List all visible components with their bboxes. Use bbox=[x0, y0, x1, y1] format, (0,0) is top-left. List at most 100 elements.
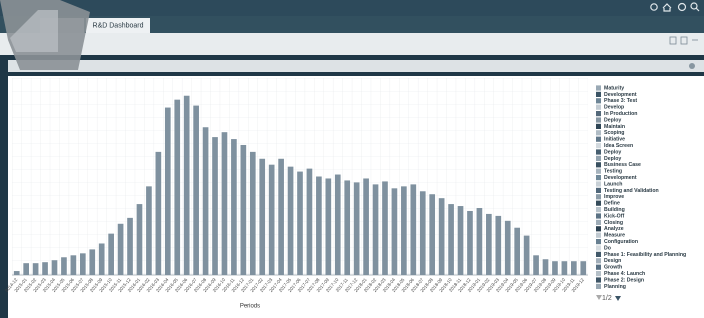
legend-swatch bbox=[596, 233, 601, 238]
bar bbox=[467, 211, 473, 275]
legend-label[interactable]: Building bbox=[604, 207, 625, 213]
bar bbox=[71, 255, 77, 275]
bar bbox=[165, 108, 171, 275]
legend-label[interactable]: Launch bbox=[604, 181, 622, 187]
bar bbox=[222, 132, 228, 275]
bar bbox=[203, 127, 209, 275]
bar bbox=[127, 218, 133, 275]
legend-swatch bbox=[596, 245, 601, 250]
legend-label[interactable]: Phase 1: Feasibility and Planning bbox=[604, 252, 686, 258]
legend-label[interactable]: Analyze bbox=[604, 226, 624, 232]
bar bbox=[269, 165, 275, 275]
bar bbox=[278, 159, 284, 275]
legend-label[interactable]: Deploy bbox=[604, 149, 621, 155]
legend-label[interactable]: Configuration bbox=[604, 239, 638, 245]
bar bbox=[316, 177, 322, 276]
bar bbox=[354, 182, 360, 275]
legend-swatch bbox=[596, 284, 601, 289]
bar bbox=[448, 204, 454, 275]
legend-label[interactable]: Maintain bbox=[604, 124, 625, 130]
legend-label[interactable]: Deploy bbox=[604, 156, 621, 162]
legend-swatch bbox=[596, 92, 601, 97]
close-icon[interactable] bbox=[689, 63, 695, 69]
legend-swatch bbox=[596, 220, 601, 225]
legend-swatch bbox=[596, 156, 601, 161]
legend-swatch bbox=[596, 258, 601, 263]
legend-label[interactable]: Testing bbox=[604, 169, 622, 175]
legend-label[interactable]: Growth bbox=[604, 265, 622, 271]
bar bbox=[505, 221, 511, 275]
legend-label[interactable]: Development bbox=[604, 175, 637, 181]
bar bbox=[146, 186, 152, 275]
bar bbox=[477, 208, 483, 275]
filter-bar bbox=[8, 60, 704, 72]
legend-label[interactable]: Testing and Validation bbox=[604, 188, 659, 194]
bar bbox=[108, 234, 114, 275]
legend-label[interactable]: In Production bbox=[604, 111, 637, 117]
legend-swatch bbox=[596, 130, 601, 135]
legend-swatch bbox=[596, 149, 601, 154]
tab-label[interactable]: R&D Dashboard bbox=[93, 22, 144, 29]
legend-swatch bbox=[596, 169, 601, 174]
bar bbox=[580, 261, 586, 275]
bar bbox=[33, 263, 39, 275]
legend-swatch bbox=[596, 117, 601, 122]
legend-label[interactable]: Business Case bbox=[604, 162, 641, 168]
legend-swatch bbox=[596, 226, 601, 231]
bar bbox=[325, 178, 331, 275]
legend-label[interactable]: Do bbox=[604, 245, 611, 251]
bar bbox=[335, 175, 341, 275]
legend-label[interactable]: Deploy bbox=[604, 117, 621, 123]
legend-label[interactable]: Measure bbox=[604, 233, 625, 239]
legend-label[interactable]: Develop bbox=[604, 105, 624, 111]
legend-swatch bbox=[596, 175, 601, 180]
bar bbox=[344, 180, 350, 275]
legend-label[interactable]: Idea Screen bbox=[604, 143, 633, 149]
legend-swatch bbox=[596, 105, 601, 110]
bar bbox=[156, 152, 162, 275]
screen: R&D Dashboard Periods 2014-122015-012015… bbox=[0, 0, 704, 318]
legend-label[interactable]: Define bbox=[604, 201, 620, 207]
legend-label[interactable]: Phase 2: Design bbox=[604, 277, 644, 283]
bar bbox=[533, 255, 539, 275]
bar bbox=[373, 184, 379, 275]
bar bbox=[420, 191, 426, 275]
legend-label[interactable]: Phase 4: Launch bbox=[604, 271, 645, 277]
legend-swatch bbox=[596, 239, 601, 244]
legend-label[interactable]: Planning bbox=[604, 284, 626, 290]
legend-label[interactable]: Closing bbox=[604, 220, 623, 226]
bar bbox=[193, 106, 199, 275]
legend-label[interactable]: Initiative bbox=[604, 137, 625, 143]
bar bbox=[241, 145, 247, 275]
legend-label[interactable]: Improve bbox=[604, 194, 624, 200]
bar bbox=[174, 100, 180, 275]
bar bbox=[52, 260, 58, 275]
legend-page[interactable]: 1/2 bbox=[602, 295, 612, 302]
legend-label[interactable]: Maturity bbox=[604, 85, 624, 91]
legend-swatch bbox=[596, 207, 601, 212]
bar bbox=[392, 188, 398, 275]
legend-swatch bbox=[596, 124, 601, 129]
legend-label[interactable]: Development bbox=[604, 92, 637, 98]
legend-swatch bbox=[596, 111, 601, 116]
legend-swatch bbox=[596, 265, 601, 270]
bar bbox=[514, 228, 520, 275]
bar bbox=[212, 137, 218, 275]
legend-swatch bbox=[596, 143, 601, 148]
legend-label[interactable]: Scoping bbox=[604, 130, 624, 136]
bar bbox=[458, 206, 464, 275]
bar bbox=[552, 261, 558, 275]
bar bbox=[231, 139, 237, 275]
bar bbox=[250, 152, 256, 275]
legend-swatch bbox=[596, 98, 601, 103]
bar bbox=[571, 261, 577, 275]
legend-label[interactable]: Phase 3: Test bbox=[604, 98, 637, 104]
bar bbox=[562, 261, 568, 275]
legend-label[interactable]: Kick-Off bbox=[604, 213, 624, 219]
legend-label[interactable]: Design bbox=[604, 258, 621, 264]
bar bbox=[118, 224, 124, 275]
bar bbox=[80, 253, 86, 275]
top-bar bbox=[0, 0, 704, 16]
legend-swatch bbox=[596, 271, 601, 276]
bar bbox=[288, 167, 294, 275]
